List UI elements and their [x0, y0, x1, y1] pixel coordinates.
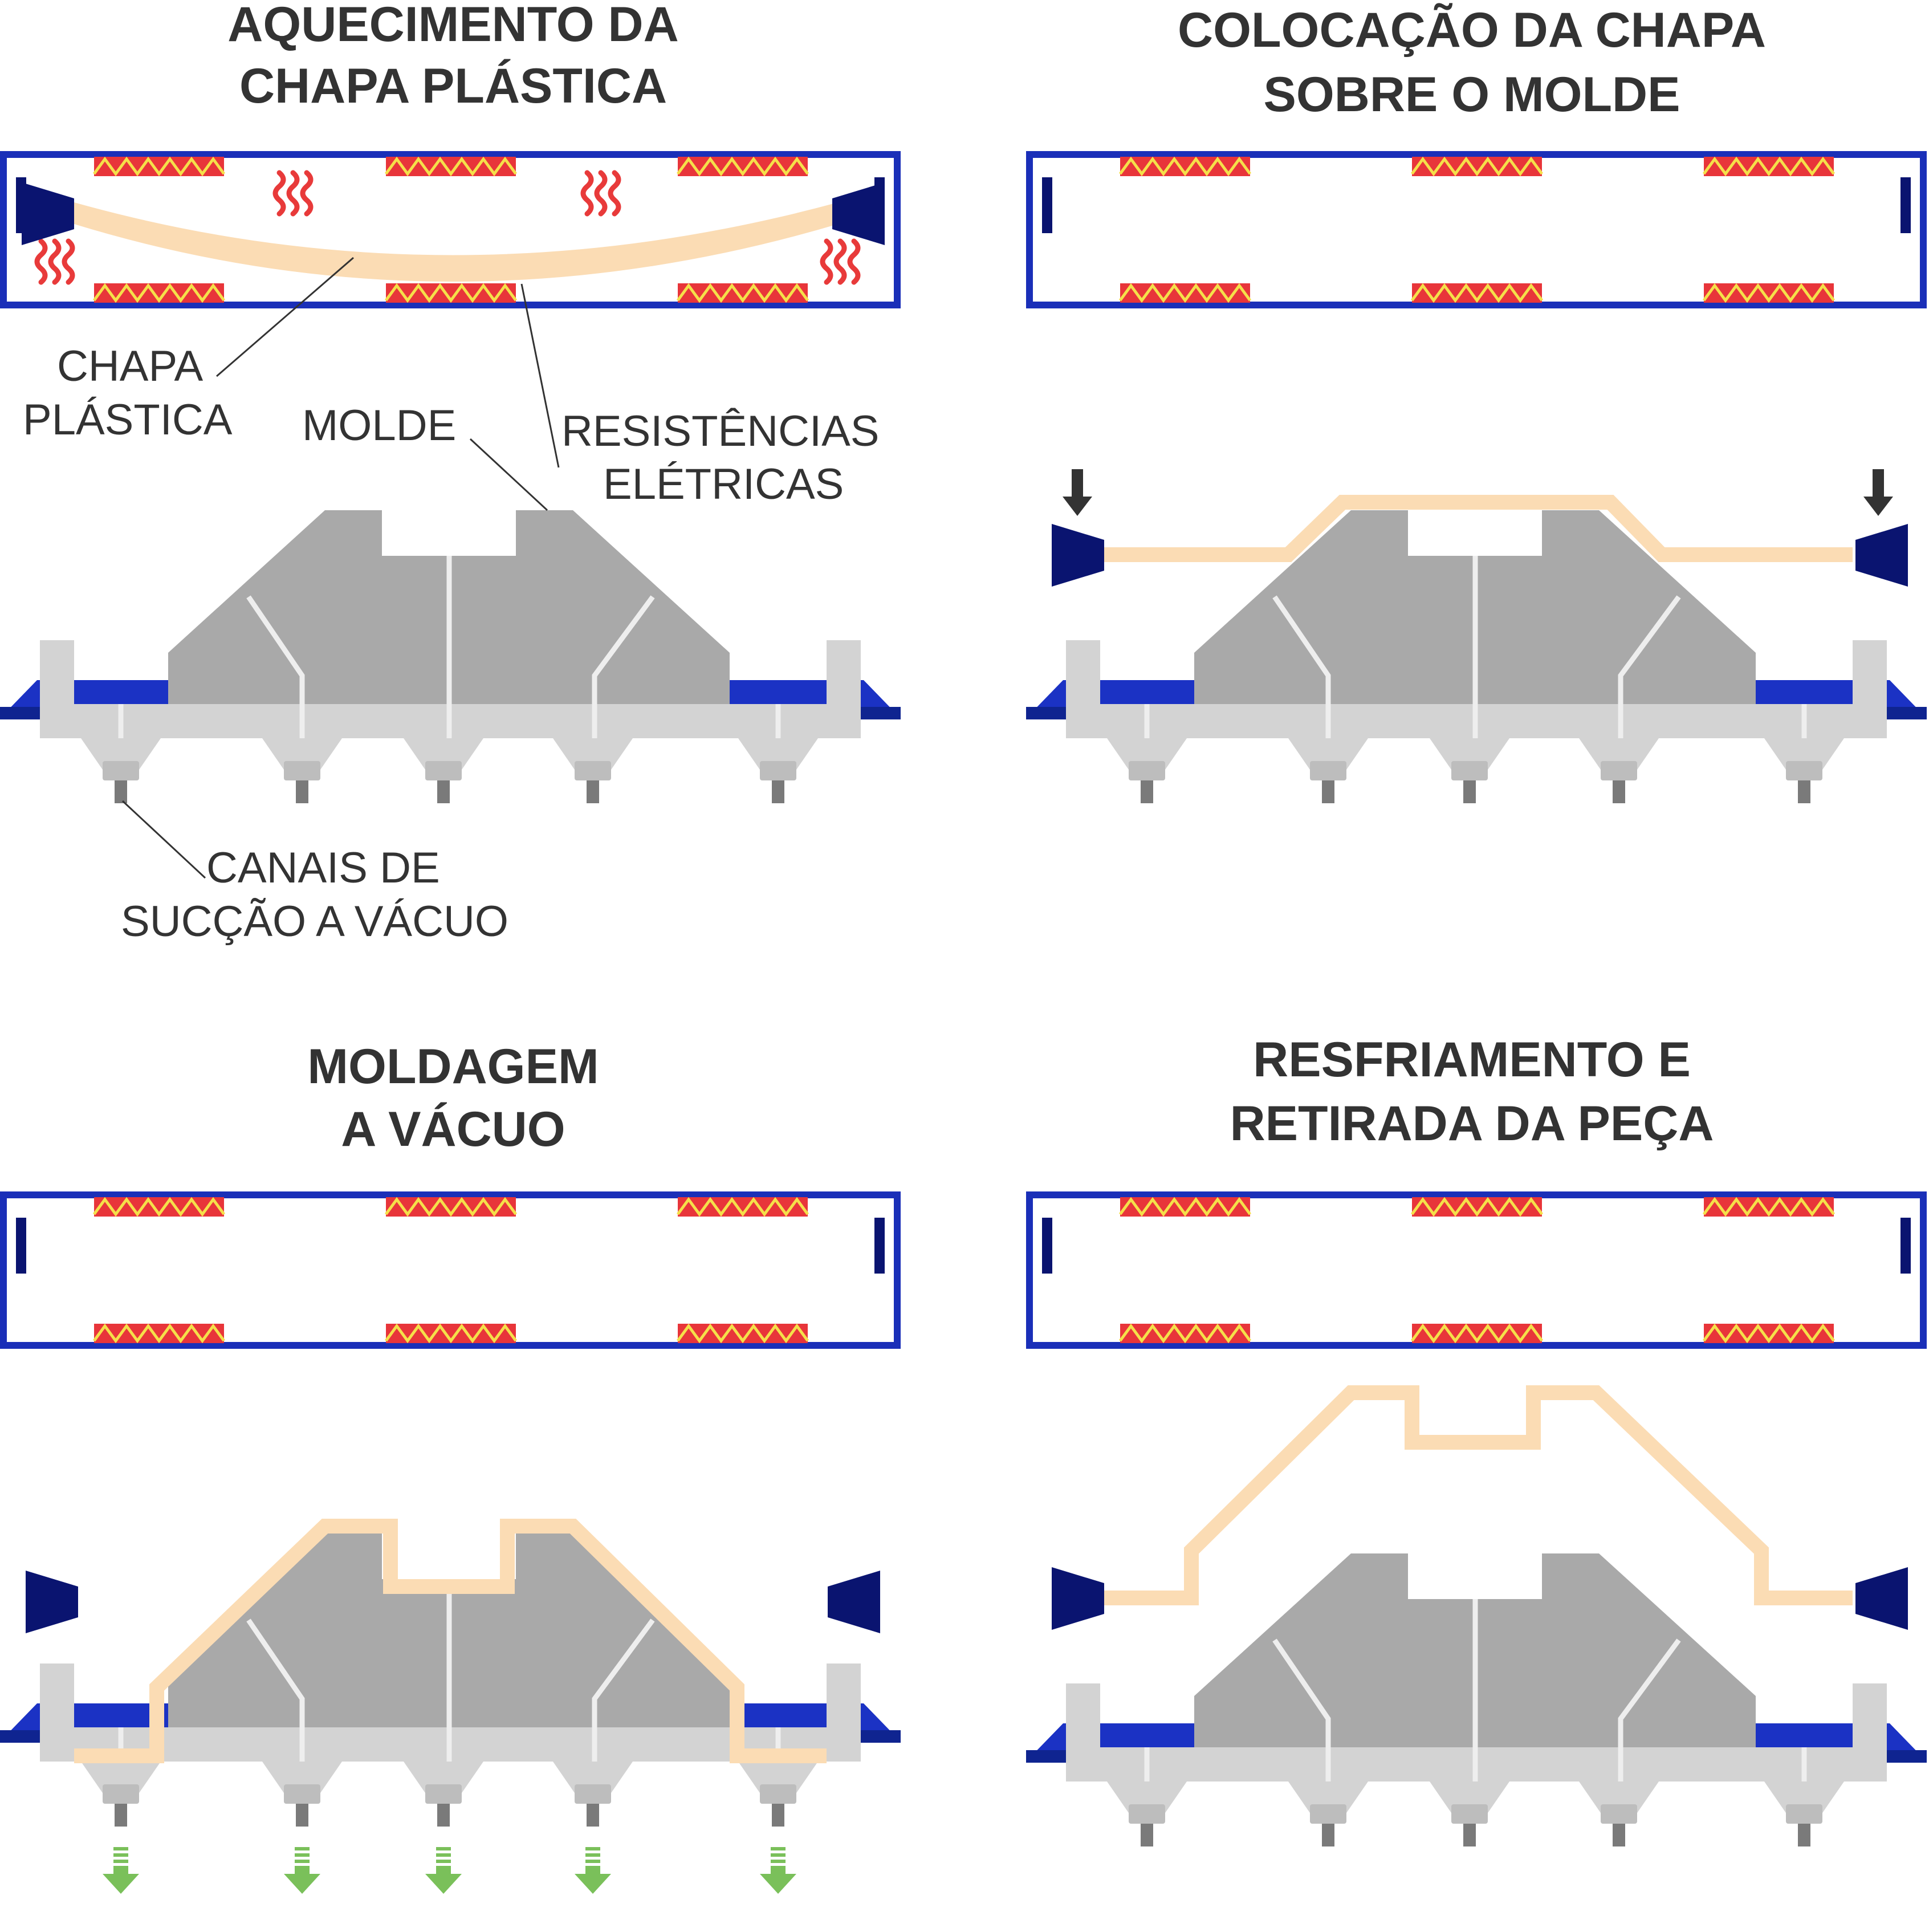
panel-placement: COLOCAÇÃO DA CHAPA SOBRE O MOLDE [1026, 3, 1927, 803]
oven-3 [3, 1195, 897, 1345]
clamp-right [828, 1571, 880, 1633]
mold-station-4 [1026, 1385, 1927, 1846]
plastic-sheet [1100, 495, 1853, 562]
vacuum-arrow-icon [103, 1847, 139, 1894]
vacuum-arrow-icon [284, 1847, 320, 1894]
panel-4-title-line1: RESFRIAMENTO E [1253, 1032, 1691, 1087]
label-plastic-sheet-line1: CHAPA [57, 342, 204, 391]
vacuum-arrow-icon [760, 1847, 796, 1894]
mold-station-3 [0, 1519, 901, 1894]
clamp-left [1052, 524, 1104, 587]
label-mold: MOLDE [302, 401, 456, 450]
clamp-right [1855, 1567, 1908, 1630]
panel-cooling-removal: RESFRIAMENTO E RETIRADA DA PEÇA [1026, 1032, 1927, 1846]
vacuum-arrow-icon [575, 1847, 611, 1894]
label-plastic-sheet-line2: PLÁSTICA [23, 396, 233, 444]
panel-4-title-line2: RETIRADA DA PEÇA [1230, 1096, 1714, 1151]
plastic-sheet [74, 1519, 827, 1763]
callout-lines [121, 257, 560, 879]
panel-1-title-line2: CHAPA PLÁSTICA [239, 59, 667, 113]
panel-1-title-line1: AQUECIMENTO DA [227, 0, 679, 52]
mold-station-2 [1026, 469, 1927, 803]
oven-2 [1029, 154, 1923, 305]
panel-2-title-line1: COLOCAÇÃO DA CHAPA [1178, 3, 1766, 58]
oven-1 [3, 154, 897, 305]
mold-station-1 [0, 510, 901, 803]
oven-4 [1029, 1195, 1923, 1345]
panel-heating: AQUECIMENTO DA CHAPA PLÁSTICA CHAPA PLÁS… [0, 0, 901, 946]
label-channels-line2: SUCÇÃO A VÁCUO [121, 897, 508, 946]
label-resistors-line2: ELÉTRICAS [603, 460, 844, 509]
clamp-right [1855, 524, 1908, 587]
press-down-arrow-icon [1863, 469, 1893, 516]
clamp-left [1052, 1567, 1104, 1630]
panel-vacuum-forming: MOLDAGEM A VÁCUO [0, 1039, 901, 1894]
press-down-arrow-icon [1063, 469, 1092, 516]
panel-3-title-line1: MOLDAGEM [307, 1039, 599, 1094]
label-channels-line1: CANAIS DE [206, 844, 440, 892]
plastic-sheet [74, 202, 838, 282]
vacuum-arrow-icon [425, 1847, 462, 1894]
clamp-left [26, 1571, 78, 1633]
formed-part [1100, 1385, 1853, 1605]
label-resistors-line1: RESISTÊNCIAS [561, 407, 879, 455]
panel-3-title-line2: A VÁCUO [341, 1102, 565, 1157]
panel-2-title-line2: SOBRE O MOLDE [1263, 67, 1680, 122]
